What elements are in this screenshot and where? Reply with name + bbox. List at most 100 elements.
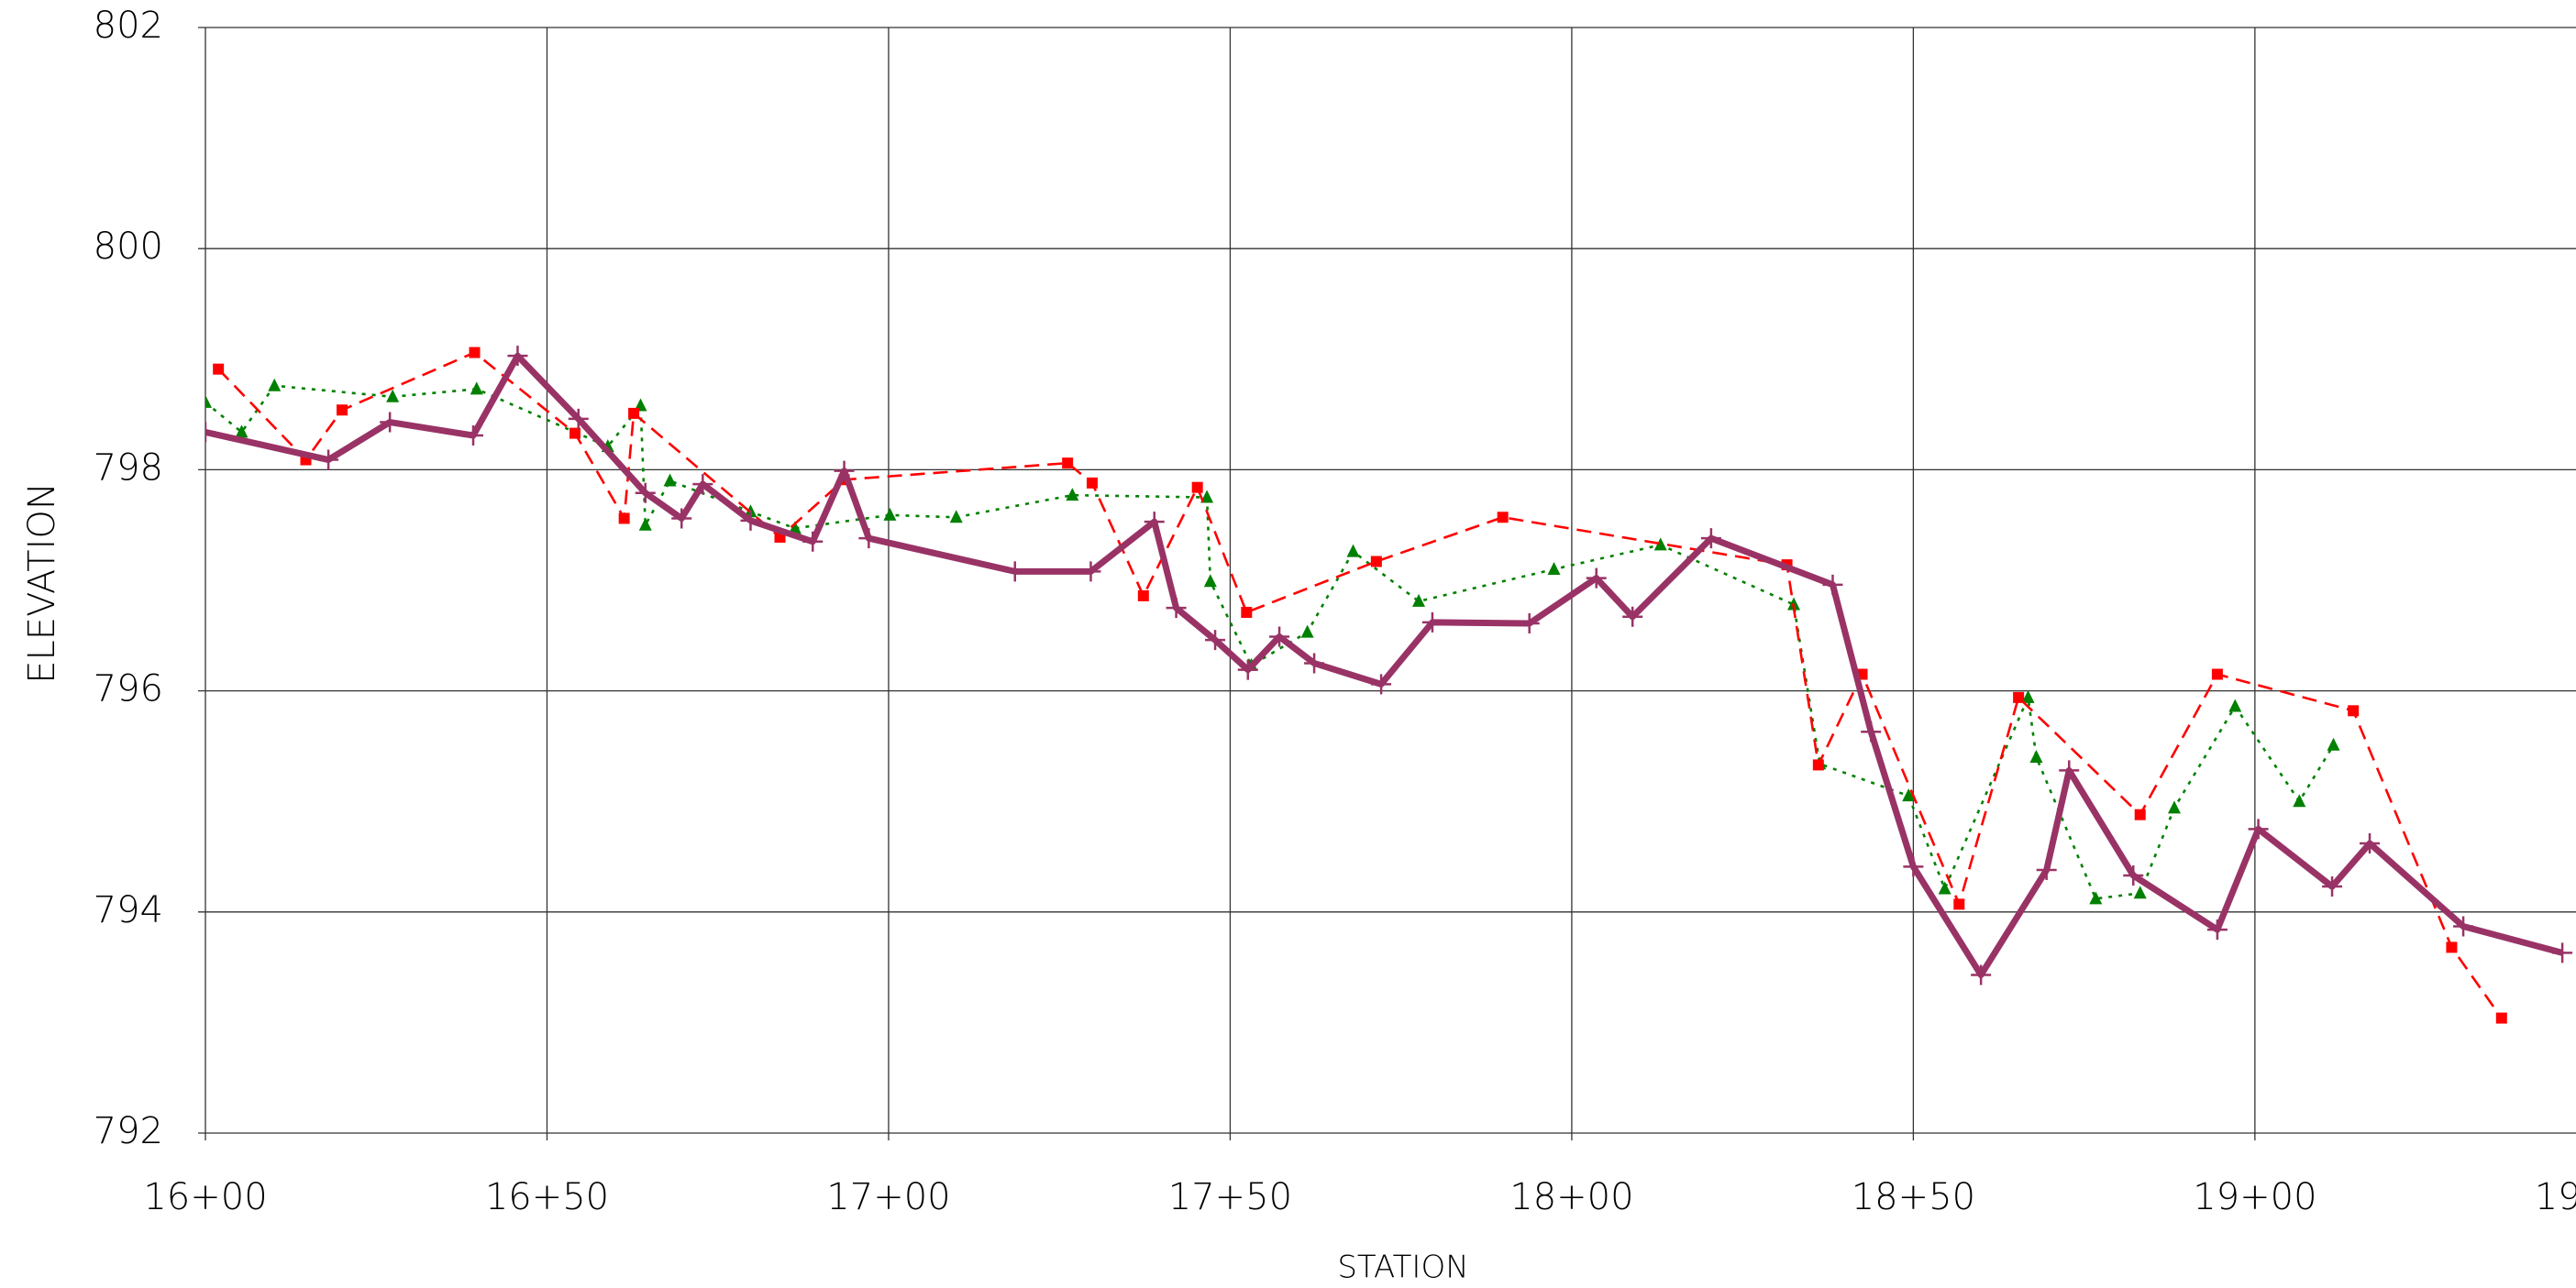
point-marker xyxy=(1421,611,1443,633)
point-marker xyxy=(569,427,581,439)
point-marker xyxy=(318,449,339,470)
point-marker xyxy=(2059,760,2080,781)
point-marker xyxy=(740,510,761,531)
point-marker xyxy=(2211,668,2223,680)
point-marker xyxy=(2134,809,2146,820)
point-marker xyxy=(213,363,225,375)
point-marker xyxy=(2327,737,2340,751)
point-marker xyxy=(788,521,802,534)
point-marker xyxy=(628,407,640,419)
point-marker xyxy=(2446,941,2458,953)
point-marker xyxy=(2348,705,2360,717)
point-marker xyxy=(635,482,656,503)
x-tick-label: 18+00 xyxy=(1509,1176,1633,1218)
point-marker xyxy=(1203,574,1217,588)
point-marker xyxy=(692,474,713,495)
point-marker xyxy=(2293,794,2306,808)
point-marker xyxy=(2248,819,2269,840)
point-marker xyxy=(1269,626,1290,647)
x-tick-label: 16+50 xyxy=(485,1176,609,1218)
y-tick-label: 796 xyxy=(94,668,163,710)
point-marker xyxy=(1080,561,1101,582)
point-marker xyxy=(1822,574,1843,595)
point-marker xyxy=(1300,624,1314,638)
plot-area xyxy=(205,346,2573,1024)
point-marker xyxy=(949,510,963,523)
point-marker xyxy=(1237,659,1258,680)
point-marker xyxy=(802,531,824,552)
point-marker xyxy=(1066,488,1079,501)
point-marker xyxy=(1241,606,1253,618)
point-marker xyxy=(1586,567,1607,589)
y-axis-label: ELEVATION xyxy=(21,482,63,684)
point-marker xyxy=(2089,891,2103,905)
point-marker xyxy=(470,381,483,395)
point-marker xyxy=(663,473,677,487)
point-marker xyxy=(1971,964,1992,985)
point-marker xyxy=(507,346,528,367)
series-line xyxy=(205,384,2335,900)
point-marker xyxy=(671,508,692,529)
point-marker xyxy=(834,460,855,481)
point-marker xyxy=(1004,561,1025,582)
point-marker xyxy=(386,389,400,402)
point-marker xyxy=(1371,674,1392,695)
x-tick-label: 19+50 xyxy=(2535,1176,2576,1218)
point-marker xyxy=(1200,490,1214,503)
point-marker xyxy=(2133,886,2147,899)
point-marker xyxy=(1137,589,1149,601)
point-marker xyxy=(205,394,212,408)
series-line xyxy=(205,352,2564,979)
point-marker xyxy=(1304,653,1325,674)
point-marker xyxy=(2029,749,2043,763)
point-marker xyxy=(336,404,348,416)
point-marker xyxy=(858,528,879,549)
point-marker xyxy=(1346,544,1360,557)
point-marker xyxy=(1903,856,1924,877)
point-marker xyxy=(1370,556,1382,567)
point-marker xyxy=(1861,721,1882,743)
point-marker xyxy=(2167,800,2181,814)
point-marker xyxy=(2036,859,2057,880)
point-marker xyxy=(1812,759,1824,771)
point-marker xyxy=(268,378,282,391)
point-marker xyxy=(2021,689,2035,703)
series-line xyxy=(217,351,2503,1019)
x-tick-label: 18+50 xyxy=(1852,1176,1975,1218)
x-tick-label: 19+00 xyxy=(2193,1176,2316,1218)
point-marker xyxy=(2228,699,2242,712)
point-marker xyxy=(1144,512,1165,533)
point-marker xyxy=(1205,630,1226,651)
point-marker xyxy=(380,412,401,433)
point-marker xyxy=(1412,593,1426,607)
point-marker xyxy=(568,408,589,429)
point-marker xyxy=(1497,512,1509,523)
point-marker xyxy=(1519,613,1540,634)
point-marker xyxy=(2206,919,2228,941)
point-marker xyxy=(469,347,481,358)
point-marker xyxy=(1086,477,1098,489)
point-marker xyxy=(2552,942,2573,963)
y-tick-label: 800 xyxy=(94,226,163,268)
point-marker xyxy=(883,507,897,521)
point-marker xyxy=(2123,865,2144,886)
point-marker xyxy=(618,512,630,524)
point-marker xyxy=(2453,916,2474,937)
point-marker xyxy=(1166,598,1187,619)
point-marker xyxy=(638,517,652,531)
point-marker xyxy=(2013,691,2025,703)
x-tick-label: 16+00 xyxy=(143,1176,267,1218)
y-tick-label: 794 xyxy=(94,889,163,931)
point-marker xyxy=(235,424,249,438)
y-tick-label: 792 xyxy=(94,1110,163,1152)
point-marker xyxy=(1953,898,1965,910)
point-marker xyxy=(1653,537,1667,551)
x-tick-label: 17+00 xyxy=(826,1176,950,1218)
point-marker xyxy=(2360,833,2381,854)
point-marker xyxy=(1700,528,1721,549)
point-marker xyxy=(205,422,216,443)
x-tick-label: 17+50 xyxy=(1168,1176,1292,1218)
x-axis-label: STATION xyxy=(1337,1249,1468,1286)
